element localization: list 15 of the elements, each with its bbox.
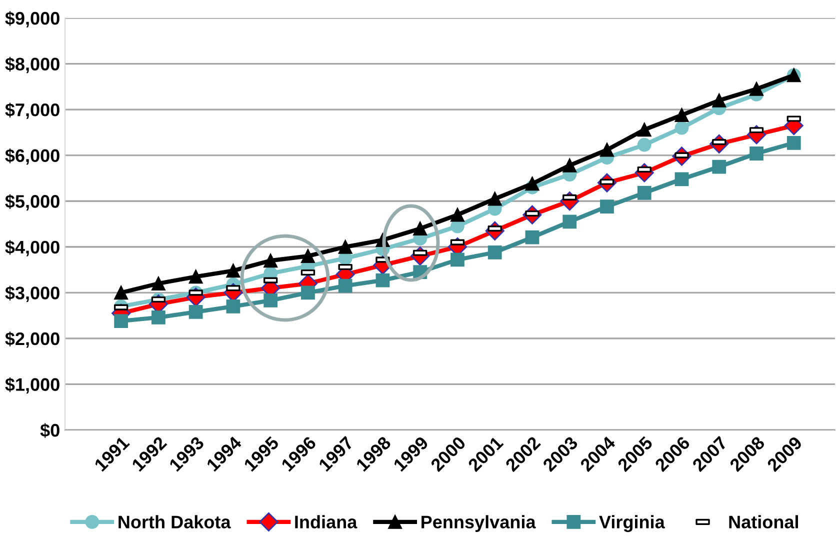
legend-label: Indiana bbox=[295, 515, 358, 528]
y-tick-label: $4,000 bbox=[5, 240, 60, 256]
y-tick-label: $6,000 bbox=[5, 148, 60, 165]
y-tick-label: $0 bbox=[40, 423, 60, 438]
y-tick-label: $9,000 bbox=[5, 11, 60, 28]
legend-label: Pennsylvania bbox=[422, 515, 536, 532]
y-tick-label: $5,000 bbox=[5, 194, 60, 210]
legend-label: Virginia bbox=[599, 515, 665, 532]
y-tick-label: $3,000 bbox=[5, 286, 60, 302]
y-tick-label: $1,000 bbox=[5, 377, 60, 394]
y-tick-label: $8,000 bbox=[5, 56, 60, 74]
legend-label: North Dakota bbox=[118, 515, 231, 528]
legend-label: National bbox=[729, 515, 798, 528]
y-tick-label: $2,000 bbox=[5, 332, 60, 348]
y-tick-label: $7,000 bbox=[5, 102, 60, 119]
